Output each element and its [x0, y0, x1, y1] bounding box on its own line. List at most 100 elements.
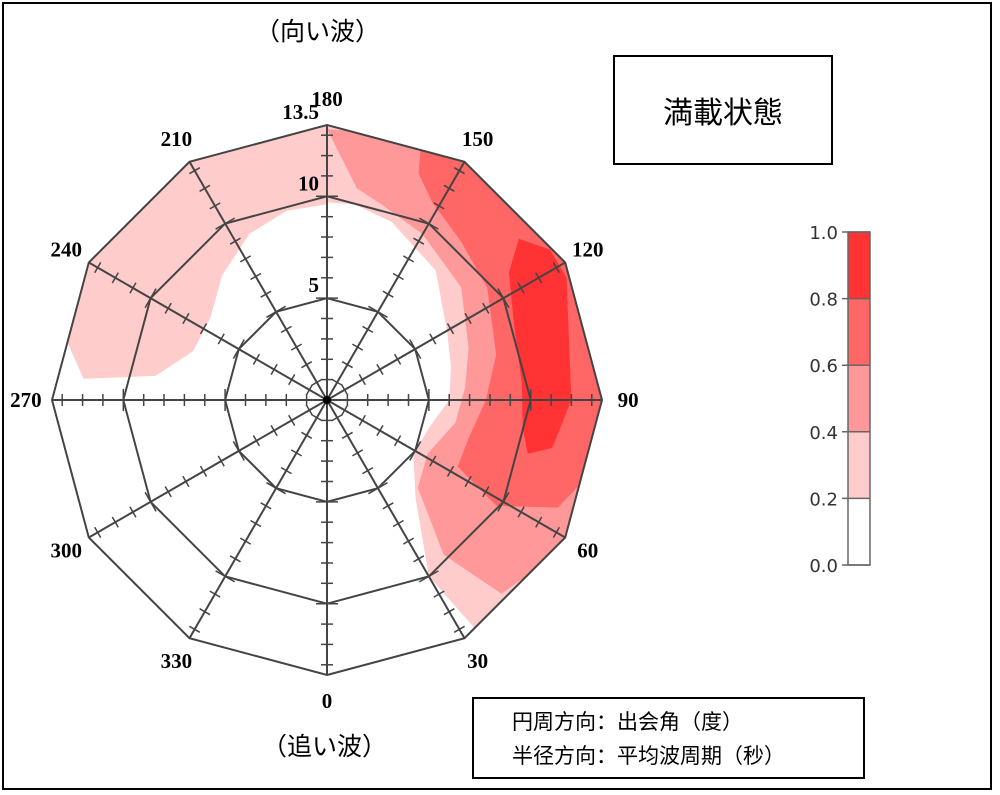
spoke-tick-150-4 [362, 325, 374, 334]
spoke-tick-60-9 [482, 486, 490, 498]
angle-label-0: 0 [322, 689, 333, 713]
spoke-tick-150-9 [413, 237, 425, 245]
spoke-tick-330-1 [311, 413, 323, 422]
radial-label-13.5: 13.5 [282, 100, 319, 124]
angle-label-210: 210 [161, 127, 193, 151]
head-sea-label: （向い波） [255, 17, 381, 46]
chart-title: 満載状態 [613, 55, 833, 165]
spoke-tick-60-5 [409, 441, 422, 461]
spoke-tick-330-2 [301, 431, 313, 439]
spoke-210 [188, 161, 328, 401]
spoke-tick-240-10 [144, 288, 157, 309]
spoke-tick-210-13 [189, 167, 201, 175]
angle-label-120: 120 [572, 237, 604, 261]
colorbar-label-4: 0.8 [809, 290, 838, 311]
radial-label-10: 10 [298, 171, 319, 195]
spoke-tick-300-8 [182, 475, 190, 488]
spoke-tick-300-2 [288, 414, 296, 426]
spoke-60 [326, 399, 566, 539]
spoke-tick-240-5 [232, 339, 245, 359]
spoke-tick-30-9 [413, 555, 425, 563]
following-sea-label: （追い波） [262, 732, 388, 761]
spoke-tick-30-13 [453, 625, 465, 633]
spoke-tick-240-7 [199, 323, 208, 335]
spoke-tick-300-5 [232, 441, 245, 461]
spoke-tick-150-5 [368, 305, 388, 318]
spoke-tick-330-9 [229, 555, 241, 563]
spoke-tick-210-7 [250, 272, 262, 281]
spoke-tick-120-2 [358, 374, 366, 386]
angle-label-60: 60 [577, 539, 598, 563]
spoke-tick-150-13 [453, 167, 465, 175]
angle-label-330: 330 [161, 649, 193, 673]
spoke-tick-150-2 [341, 361, 353, 369]
angle-label-240: 240 [50, 237, 82, 261]
spoke-tick-330-10 [215, 570, 236, 583]
spoke-tick-330-13 [189, 625, 201, 633]
spoke-tick-300-6 [217, 455, 225, 467]
spoke-tick-300-1 [305, 404, 314, 416]
spoke-tick-300-12 [111, 516, 119, 528]
spoke-tick-120-4 [393, 353, 402, 365]
spoke-tick-60-1 [340, 404, 349, 416]
colorbar-bin-0 [848, 498, 870, 565]
spoke-tick-300-7 [199, 465, 208, 477]
radial-note: 半径方向：平均波周期（秒） [512, 744, 785, 768]
colorbar-label-2: 0.4 [809, 423, 838, 444]
spoke-tick-60-10 [497, 491, 510, 512]
spoke-tick-210-9 [229, 237, 241, 245]
spoke-tick-60-11 [517, 506, 525, 518]
colorbar-label-5: 1.0 [809, 223, 838, 244]
spoke-tick-300-13 [94, 526, 102, 538]
spoke-tick-120-5 [409, 339, 422, 359]
spoke-tick-240-2 [288, 374, 296, 386]
spoke-tick-120-7 [446, 323, 455, 335]
spoke-tick-210-8 [239, 255, 252, 263]
colorbar-label-0: 0.0 [809, 556, 838, 577]
colorbar-bin-4 [848, 232, 870, 299]
spoke-tick-120-8 [464, 312, 472, 325]
spoke-120 [326, 261, 566, 401]
spoke-tick-150-3 [352, 343, 364, 351]
spoke-tick-330-6 [260, 502, 272, 510]
spoke-30 [326, 399, 466, 639]
spoke-tick-210-11 [209, 202, 221, 210]
spoke-tick-30-11 [433, 590, 445, 598]
spoke-tick-240-9 [164, 302, 172, 314]
spoke-tick-210-12 [199, 184, 211, 192]
spoke-tick-330-8 [239, 537, 252, 545]
angle-label-150: 150 [462, 127, 494, 151]
spoke-tick-300-9 [164, 486, 172, 498]
spoke-tick-330-11 [209, 590, 221, 598]
spoke-tick-120-3 [376, 363, 384, 375]
spoke-tick-210-4 [280, 325, 292, 334]
colorbar-bin-1 [848, 431, 870, 499]
spoke-tick-120-1 [340, 384, 349, 396]
spoke-tick-330-7 [250, 519, 262, 528]
spoke-tick-150-12 [443, 184, 455, 192]
spoke-tick-210-3 [290, 343, 302, 351]
spoke-tick-30-4 [362, 466, 374, 475]
spoke-tick-150-7 [392, 272, 404, 281]
spoke-tick-30-10 [418, 570, 439, 583]
contour-region-0 [61, 125, 328, 379]
spoke-tick-120-12 [535, 272, 543, 284]
spoke-tick-240-11 [129, 282, 137, 294]
spoke-tick-60-8 [464, 475, 472, 488]
spoke-tick-30-5 [368, 482, 388, 495]
spoke-tick-210-10 [215, 217, 236, 230]
angle-label-90: 90 [618, 388, 639, 412]
spoke-tick-60-13 [552, 526, 560, 538]
spoke-tick-330-4 [280, 466, 292, 475]
spoke-tick-60-4 [393, 435, 402, 447]
spoke-tick-120-13 [552, 262, 560, 274]
angle-label-30: 30 [467, 649, 488, 673]
spoke-tick-150-10 [418, 217, 439, 230]
spoke-tick-300-3 [270, 425, 278, 437]
spoke-tick-60-12 [535, 516, 543, 528]
spoke-tick-330-12 [199, 608, 211, 616]
spoke-tick-120-9 [482, 302, 490, 314]
radial-label-5: 5 [309, 273, 320, 297]
